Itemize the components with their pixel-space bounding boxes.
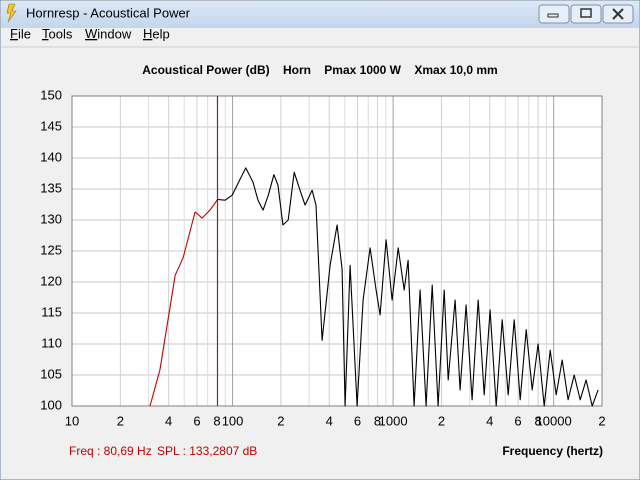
- y-tick-label: 125: [40, 242, 62, 257]
- x-tick-label: 8: [374, 413, 381, 428]
- minimize-icon: [547, 13, 559, 18]
- x-tick-label: 2: [117, 413, 124, 428]
- app-icon: [6, 3, 17, 23]
- y-tick-label: 100: [40, 397, 62, 412]
- cursor-spl: SPL : 133,2807 dB: [157, 444, 257, 458]
- window-title: Hornresp - Acoustical Power: [26, 5, 191, 20]
- x-tick-label: 2: [598, 413, 605, 428]
- x-tick-label: 10000: [536, 413, 572, 428]
- x-tick-label: 4: [326, 413, 333, 428]
- menu-item[interactable]: File: [10, 26, 31, 41]
- menu-item[interactable]: Window: [85, 26, 132, 41]
- plot-border: [71, 95, 603, 407]
- y-tick-label: 120: [40, 273, 62, 288]
- close-icon: [612, 8, 624, 20]
- y-tick-label: 135: [40, 180, 62, 195]
- y-tick-label: 105: [40, 366, 62, 381]
- menu-bar: [1, 28, 639, 46]
- y-tick-label: 110: [41, 335, 62, 350]
- menu-item[interactable]: Tools: [42, 26, 73, 41]
- y-tick-label: 140: [40, 149, 62, 164]
- x-tick-label: 6: [354, 413, 361, 428]
- x-axis-label: Frequency (hertz): [502, 444, 603, 458]
- x-tick-label: 2: [277, 413, 284, 428]
- y-tick-label: 150: [40, 87, 62, 102]
- maximize-icon: [580, 8, 592, 18]
- y-tick-label: 130: [40, 211, 62, 226]
- frequency-curve: [217, 167, 599, 407]
- y-tick-label: 145: [40, 118, 62, 133]
- x-tick-label: 8: [534, 413, 541, 428]
- x-tick-label: 4: [165, 413, 172, 428]
- window-controls: [538, 4, 634, 24]
- x-tick-label: 8: [213, 413, 220, 428]
- maximize-button[interactable]: [570, 4, 602, 24]
- x-tick-label: 6: [193, 413, 200, 428]
- menu-item[interactable]: Help: [143, 26, 170, 41]
- chart-title: Acoustical Power (dB) Horn Pmax 1000 W X…: [142, 63, 497, 77]
- frequency-curve: [149, 199, 219, 407]
- menu: File Tools Window Help: [10, 26, 170, 41]
- x-tick-label: 100: [222, 413, 244, 428]
- x-tick-label: 6: [514, 413, 521, 428]
- x-tick-label: 10: [65, 413, 79, 428]
- y-tick-label: 115: [41, 304, 62, 319]
- x-tick-label: 2: [438, 413, 445, 428]
- title-bar: [1, 1, 639, 28]
- cursor-frequency: Freq : 80,69 Hz: [69, 444, 152, 458]
- x-tick-label: 1000: [379, 413, 408, 428]
- x-tick-label: 4: [486, 413, 493, 428]
